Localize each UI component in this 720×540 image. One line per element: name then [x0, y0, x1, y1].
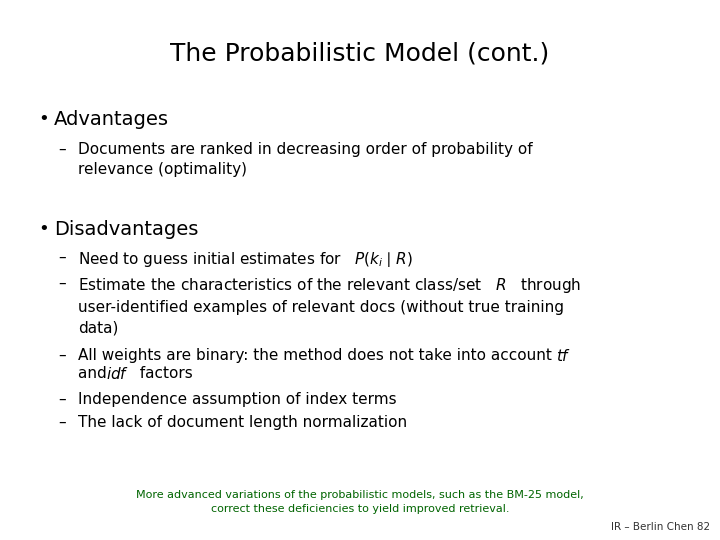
Text: –: – [58, 348, 66, 363]
Text: Advantages: Advantages [54, 110, 169, 129]
Text: –: – [58, 250, 66, 265]
Text: Estimate the characteristics of the relevant class/set   $\mathit{R}$   through
: Estimate the characteristics of the rele… [78, 276, 581, 336]
Text: –: – [58, 392, 66, 407]
Text: •: • [38, 110, 49, 128]
Text: IR – Berlin Chen 82: IR – Berlin Chen 82 [611, 522, 710, 532]
Text: and: and [78, 366, 112, 381]
Text: factors: factors [130, 366, 193, 381]
Text: Disadvantages: Disadvantages [54, 220, 199, 239]
Text: –: – [58, 276, 66, 291]
Text: Need to guess initial estimates for   $P(k_i \mid R)$: Need to guess initial estimates for $P(k… [78, 250, 413, 269]
Text: $\mathit{tf}$: $\mathit{tf}$ [556, 348, 571, 364]
Text: The lack of document length normalization: The lack of document length normalizatio… [78, 415, 407, 430]
Text: More advanced variations of the probabilistic models, such as the BM-25 model,
c: More advanced variations of the probabil… [136, 490, 584, 514]
Text: –: – [58, 415, 66, 430]
Text: •: • [38, 220, 49, 238]
Text: The Probabilistic Model (cont.): The Probabilistic Model (cont.) [171, 42, 549, 66]
Text: All weights are binary: the method does not take into account: All weights are binary: the method does … [78, 348, 557, 363]
Text: $\mathit{idf}$: $\mathit{idf}$ [106, 366, 129, 382]
Text: –: – [58, 142, 66, 157]
Text: Documents are ranked in decreasing order of probability of
relevance (optimality: Documents are ranked in decreasing order… [78, 142, 533, 178]
Text: Independence assumption of index terms: Independence assumption of index terms [78, 392, 397, 407]
